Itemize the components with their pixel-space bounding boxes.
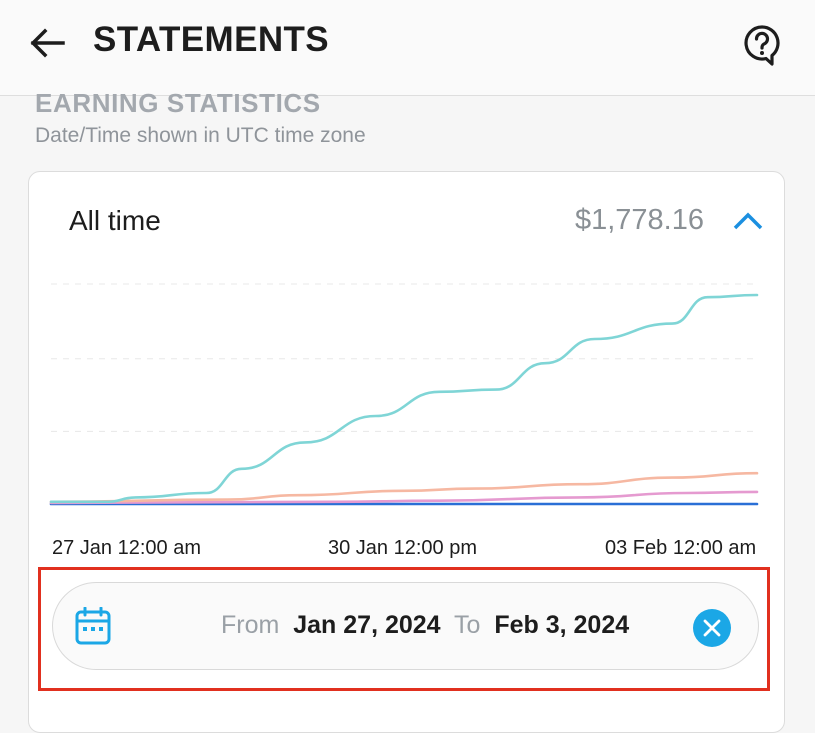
series-line: [49, 471, 759, 504]
from-label: From: [221, 611, 280, 639]
timezone-note: Date/Time shown in UTC time zone: [35, 124, 366, 147]
close-icon: [703, 619, 721, 637]
arrow-left-icon: [30, 28, 65, 58]
clear-date-range-button[interactable]: [693, 609, 731, 647]
from-date: Jan 27, 2024: [293, 611, 441, 639]
series-line: [49, 490, 759, 505]
help-chat-icon: [744, 25, 780, 66]
to-date: Feb 3, 2024: [494, 611, 630, 639]
period-label: All time: [69, 205, 161, 236]
app-bar: STATEMENTS: [0, 0, 815, 96]
back-button[interactable]: [22, 22, 72, 64]
page-title: STATEMENTS: [93, 20, 330, 59]
x-tick-label: 03 Feb 12:00 am: [605, 537, 757, 559]
earnings-line-chart: [49, 283, 759, 506]
section-title: EARNING STATISTICS: [35, 88, 321, 116]
calendar-icon[interactable]: [75, 607, 111, 645]
to-label: To: [454, 611, 481, 639]
help-button[interactable]: [738, 21, 786, 69]
date-range-text[interactable]: From Jan 27, 2024 To Feb 3, 2024: [221, 611, 629, 640]
chevron-up-icon: [733, 212, 763, 230]
x-tick-label: 27 Jan 12:00 am: [52, 537, 201, 559]
date-range-selector[interactable]: From Jan 27, 2024 To Feb 3, 2024: [52, 582, 759, 670]
x-tick-label: 30 Jan 12:00 pm: [328, 537, 477, 559]
highlight-outline: [38, 567, 770, 691]
collapse-button[interactable]: [730, 204, 766, 238]
total-amount: $1,778.16: [574, 204, 704, 236]
series-line: [49, 293, 759, 504]
